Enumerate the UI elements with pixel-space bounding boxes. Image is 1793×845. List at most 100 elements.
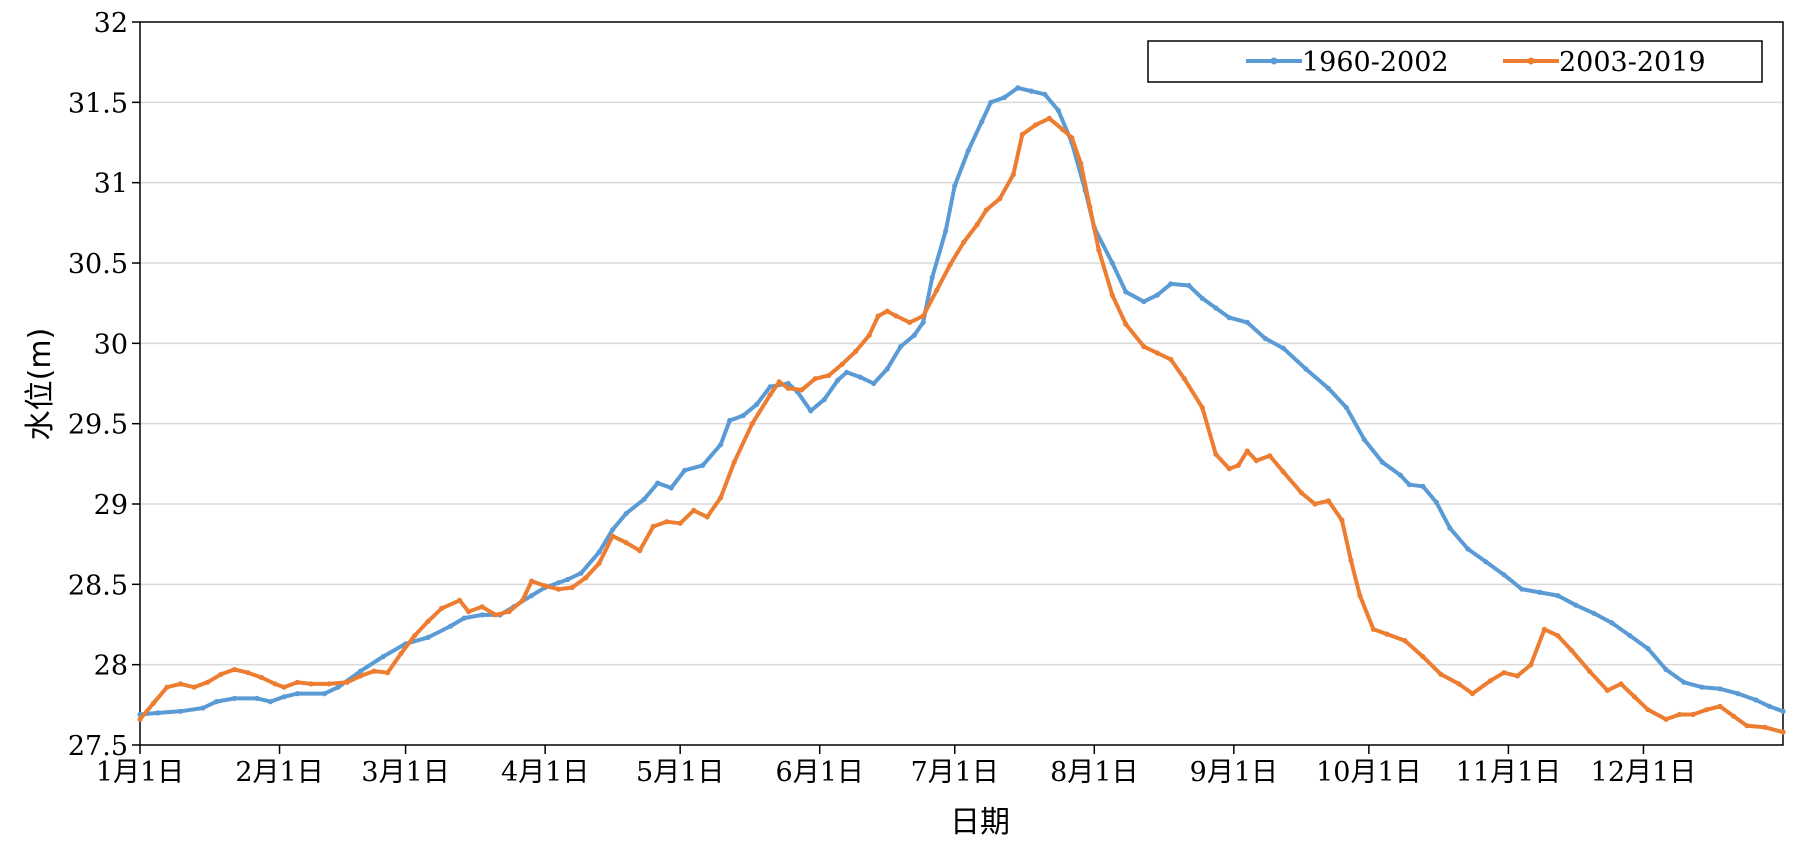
series-1-point	[785, 380, 791, 387]
series-1-point	[1555, 593, 1561, 599]
series-2-point	[425, 618, 431, 624]
series-2-point	[934, 287, 940, 293]
series-1-point	[1465, 546, 1471, 552]
series-2-point	[1514, 673, 1520, 679]
series-2-point	[204, 679, 211, 685]
legend-box	[1147, 40, 1763, 83]
series-2-point	[1096, 247, 1102, 253]
series-1-point	[1735, 691, 1741, 697]
series-1-point	[267, 699, 274, 705]
series-2-point	[1528, 662, 1534, 668]
series-1-point	[767, 384, 773, 390]
series-1-point	[844, 369, 850, 375]
series-2-point	[997, 196, 1003, 202]
series-2-point	[983, 207, 989, 213]
y-tick-label: 29	[94, 490, 128, 521]
series-2-point	[1019, 131, 1025, 138]
x-tick-label: 8月1日	[1050, 757, 1138, 788]
series-2-point	[1645, 707, 1651, 713]
series-2-point	[479, 604, 485, 610]
series-1-point	[1262, 335, 1268, 342]
series-2-point	[1703, 707, 1710, 713]
legend-marker-series-1	[1270, 57, 1278, 65]
series-2-point	[691, 507, 697, 513]
series-2-point	[1325, 498, 1331, 504]
x-tick-label: 1月1日	[96, 757, 184, 788]
series-1-point	[1280, 345, 1286, 351]
series-1-point	[177, 708, 184, 714]
series-2-point	[650, 523, 656, 530]
series-1-point	[979, 119, 985, 125]
series-2-point	[1069, 135, 1075, 141]
plot-area-border	[139, 21, 1784, 746]
series-2-point	[1123, 321, 1129, 327]
series-2-point	[1168, 356, 1174, 362]
series-1-point	[718, 442, 724, 448]
series-2-point	[1060, 127, 1066, 133]
series-2-point	[191, 684, 197, 690]
series-1-point	[911, 332, 917, 338]
series-1-point	[1343, 405, 1349, 411]
series-1-point	[857, 374, 863, 380]
series-2-point	[1744, 723, 1750, 729]
x-tick-label: 7月1日	[911, 757, 999, 788]
series-2-point	[1717, 703, 1723, 710]
series-layer	[137, 85, 1786, 735]
series-2-point	[1312, 501, 1318, 507]
series-1-point	[556, 580, 562, 586]
series-2-point	[1109, 292, 1115, 298]
series-2-point	[785, 385, 791, 391]
series-2-point	[1618, 681, 1624, 687]
series-2-point	[866, 332, 872, 338]
series-1-point	[943, 228, 949, 234]
series-1-point	[1447, 525, 1453, 531]
legend: 1960-2002 2003-2019	[1147, 40, 1763, 83]
series-2-point	[150, 700, 157, 706]
series-2-point	[466, 609, 472, 615]
series-1-point	[988, 99, 994, 105]
series-1-point	[898, 343, 904, 350]
series-2-point	[506, 609, 512, 615]
series-2-point	[1676, 711, 1683, 718]
series-1-point	[1123, 289, 1129, 295]
y-tick-label: 27.5	[68, 731, 128, 762]
series-1-point	[1591, 610, 1597, 616]
series-1-point	[1244, 319, 1250, 325]
series-1-point	[1663, 666, 1669, 673]
series-2-point	[493, 612, 499, 618]
series-2-point	[412, 633, 418, 639]
series-2-point	[1046, 115, 1052, 121]
series-1-point	[835, 377, 841, 383]
y-tick-label: 31.5	[68, 88, 128, 119]
y-tick-label: 28.5	[68, 570, 128, 601]
series-2-point	[1730, 713, 1737, 719]
series-1-point	[1028, 88, 1034, 94]
series-2-point	[1420, 654, 1426, 660]
series-1-point	[871, 380, 877, 387]
series-2-point	[556, 586, 562, 592]
y-tick-label: 30	[94, 329, 128, 360]
series-1-point	[1699, 684, 1705, 690]
series-2-point	[1586, 668, 1592, 674]
series-1-point	[727, 417, 733, 424]
series-2-point	[137, 716, 143, 722]
series-1-point	[1213, 305, 1219, 311]
series-2-point	[542, 583, 548, 589]
series-2-point	[884, 308, 890, 314]
x-tick-label: 3月1日	[361, 757, 449, 788]
series-1-point	[200, 705, 206, 711]
series-2-point	[281, 684, 287, 690]
x-axis-title: 日期	[950, 805, 1010, 840]
series-1-point	[1780, 708, 1786, 714]
series-1-point	[1042, 91, 1048, 97]
series-2-point	[1213, 451, 1219, 457]
x-tick-label: 2月1日	[235, 757, 323, 788]
y-tick-label: 28	[94, 651, 128, 682]
series-2-point	[385, 670, 391, 676]
series-2-point	[1033, 122, 1039, 128]
series-1-point	[1627, 633, 1633, 639]
series-2-point	[231, 666, 238, 673]
series-2-point	[1280, 469, 1286, 475]
series-1-point	[322, 691, 328, 697]
